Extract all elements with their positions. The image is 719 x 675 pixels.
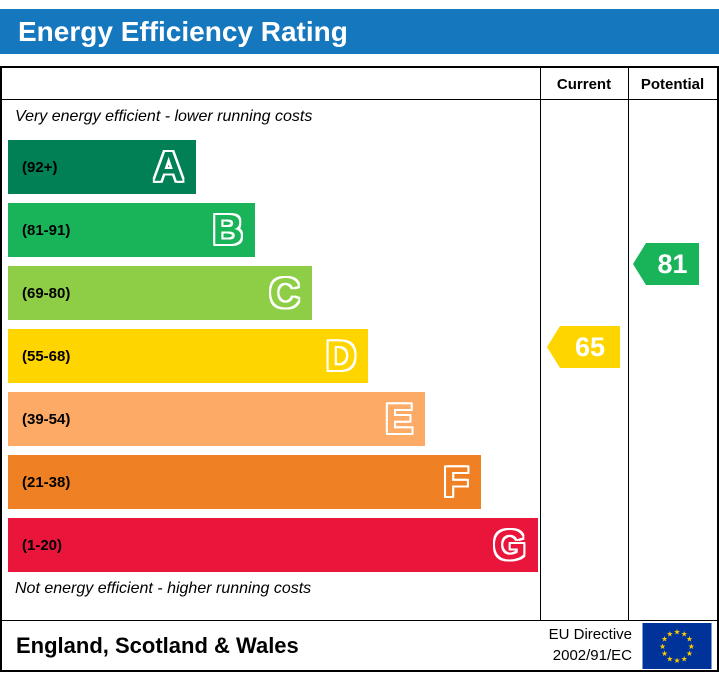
band-e-range: (39-54) — [22, 410, 71, 428]
band-d-range: (55-68) — [22, 347, 71, 365]
svg-text:★: ★ — [666, 654, 673, 663]
band-row-e: (39-54) E — [8, 392, 540, 455]
svg-text:★: ★ — [688, 641, 695, 650]
band-a-letter: A — [153, 143, 184, 190]
current-column-divider — [540, 68, 541, 620]
bottom-note: Not energy efficient - higher running co… — [15, 580, 312, 597]
current-pointer-arrow-icon — [547, 326, 560, 368]
svg-text:★: ★ — [659, 641, 666, 650]
svg-text:★: ★ — [681, 629, 688, 638]
band-row-d: (55-68) D — [8, 329, 540, 392]
svg-text:★: ★ — [686, 634, 693, 643]
footer-region: England, Scotland & Wales — [16, 632, 299, 658]
svg-text:★: ★ — [661, 649, 668, 658]
eu-directive-line1: EU Directive — [548, 626, 632, 644]
rating-bands: (92+) A (81-91) B (69-80) C (55-68) D (3 — [8, 140, 540, 581]
band-a-range: (92+) — [22, 158, 58, 176]
top-note: Very energy efficient - lower running co… — [15, 108, 313, 125]
eu-directive-text: EU Directive 2002/91/EC — [549, 625, 632, 666]
band-d: (55-68) D — [8, 329, 369, 383]
band-g-letter: G — [493, 521, 526, 568]
band-a: (92+) A — [8, 140, 196, 194]
band-e-letter: E — [385, 395, 414, 442]
eu-flag-icon: ★ ★ ★ ★ ★ ★ ★ ★ ★ ★ ★ ★ — [642, 622, 712, 669]
footer: England, Scotland & Wales EU Directive 2… — [2, 620, 717, 670]
column-header-row: Current Potential — [2, 68, 717, 100]
svg-text:★: ★ — [674, 627, 681, 636]
svg-text:★: ★ — [681, 654, 688, 663]
band-row-c: (69-80) C — [8, 266, 540, 329]
band-d-letter: D — [325, 332, 357, 379]
svg-text:★: ★ — [674, 656, 681, 665]
band-b-range: (81-91) — [22, 221, 71, 239]
band-row-b: (81-91) B — [8, 203, 540, 266]
svg-text:★: ★ — [686, 649, 693, 658]
band-f-letter: F — [443, 458, 469, 505]
band-c-range: (69-80) — [22, 284, 71, 302]
band-row-g: (1-20) G — [8, 518, 540, 581]
potential-rating-pointer: 81 — [633, 243, 699, 285]
potential-rating-value: 81 — [657, 248, 688, 279]
current-rating-value: 65 — [574, 331, 606, 362]
band-b: (81-91) B — [8, 203, 255, 257]
band-f: (21-38) F — [8, 455, 481, 509]
band-row-f: (21-38) F — [8, 455, 540, 518]
eu-directive-block: EU Directive 2002/91/EC ★ ★ ★ ★ ★ ★ ★ ★ … — [549, 622, 717, 669]
potential-column-header: Potential — [640, 75, 705, 93]
band-c-letter: C — [269, 269, 300, 316]
current-rating-pointer: 65 — [547, 326, 620, 368]
band-g: (1-20) G — [8, 518, 538, 572]
potential-pointer-arrow-icon — [633, 243, 646, 285]
band-c: (69-80) C — [8, 266, 312, 320]
band-g-range: (1-20) — [22, 536, 63, 554]
potential-column-divider — [628, 68, 629, 620]
current-column-header: Current — [556, 75, 612, 93]
band-f-range: (21-38) — [22, 473, 71, 491]
band-b-letter: B — [212, 206, 243, 253]
page-title: Energy Efficiency Rating — [18, 15, 348, 47]
epc-chart: Current Potential Very energy efficient … — [0, 66, 719, 672]
band-e: (39-54) E — [8, 392, 426, 446]
band-row-a: (92+) A — [8, 140, 540, 203]
svg-text:★: ★ — [666, 629, 673, 638]
title-bar: Energy Efficiency Rating — [0, 9, 719, 54]
eu-directive-line2: 2002/91/EC — [552, 646, 632, 664]
svg-text:★: ★ — [661, 634, 668, 643]
